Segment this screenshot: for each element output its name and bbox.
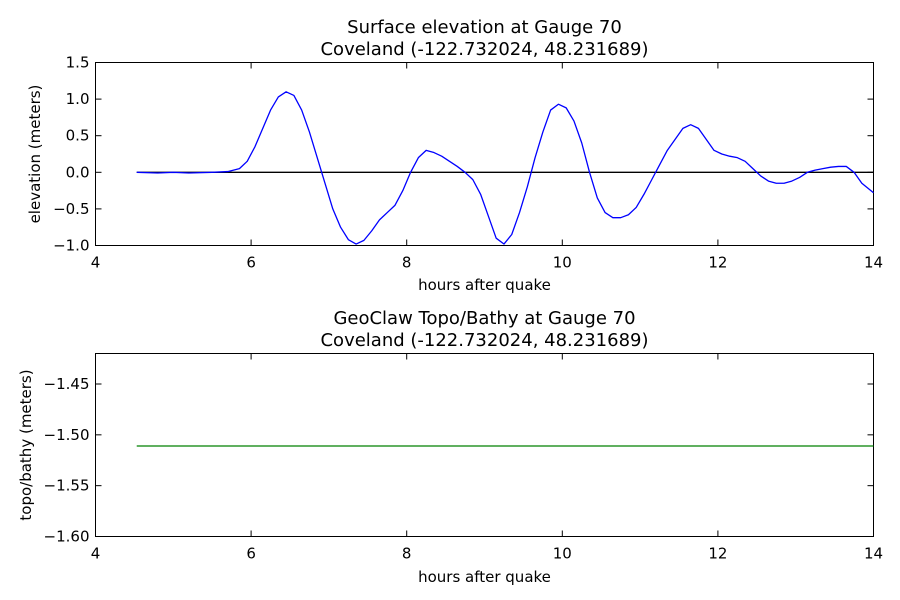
elevation-x-tick-label: 6 xyxy=(246,254,256,272)
topo-bathy-x-tick-label: 8 xyxy=(402,545,412,563)
topo-bathy-y-tick-label: −1.45 xyxy=(44,375,90,393)
elevation-x-tick-label: 10 xyxy=(553,254,572,272)
topo-bathy-x-tick-label: 6 xyxy=(246,545,256,563)
topo-bathy-plot-area xyxy=(95,353,874,537)
elevation-y-tick-label: 0.0 xyxy=(66,163,90,181)
topo-bathy-y-axis: −1.60 −1.55 −1.50 −1.45 xyxy=(44,375,874,546)
topo-bathy-x-tick-label: 10 xyxy=(553,545,572,563)
elevation-y-tick-label: −0.5 xyxy=(53,200,89,218)
elevation-y-tick-label: 1.5 xyxy=(66,54,90,72)
elevation-series-line xyxy=(136,91,874,245)
elevation-y-tick-label: −1.0 xyxy=(53,237,89,255)
topo-bathy-chart-title-line1: GeoClaw Topo/Bathy at Gauge 70 xyxy=(333,308,635,329)
elevation-plot-area xyxy=(95,62,874,246)
topo-bathy-x-axis-label: hours after quake xyxy=(418,568,551,586)
elevation-chart: Surface elevation at Gauge 70 Coveland (… xyxy=(26,17,883,294)
topo-bathy-x-axis: 4 6 8 10 12 14 xyxy=(91,353,883,563)
elevation-y-axis-label: elevation (meters) xyxy=(26,85,44,224)
topo-bathy-x-tick-label: 4 xyxy=(91,545,101,563)
elevation-x-tick-label: 14 xyxy=(864,254,883,272)
elevation-chart-title-line2: Coveland (-122.732024, 48.231689) xyxy=(320,39,648,60)
elevation-chart-title-line1: Surface elevation at Gauge 70 xyxy=(347,17,622,38)
topo-bathy-x-tick-label: 12 xyxy=(708,545,727,563)
topo-bathy-y-axis-label: topo/bathy (meters) xyxy=(17,369,35,520)
topo-bathy-chart-title-line2: Coveland (-122.732024, 48.231689) xyxy=(320,330,648,351)
topo-bathy-x-tick-label: 14 xyxy=(864,545,883,563)
elevation-y-axis: −1.0 −0.5 0.0 0.5 1.0 1.5 xyxy=(53,54,874,255)
elevation-x-tick-label: 4 xyxy=(91,254,101,272)
elevation-x-tick-label: 8 xyxy=(402,254,412,272)
elevation-x-axis: 4 6 8 10 12 14 xyxy=(91,62,883,272)
topo-bathy-y-tick-label: −1.60 xyxy=(44,528,90,546)
elevation-y-tick-label: 0.5 xyxy=(66,127,90,145)
elevation-x-tick-label: 12 xyxy=(708,254,727,272)
topo-bathy-y-tick-label: −1.55 xyxy=(44,477,90,495)
elevation-x-axis-label: hours after quake xyxy=(418,276,551,294)
topo-bathy-chart: GeoClaw Topo/Bathy at Gauge 70 Coveland … xyxy=(17,308,883,586)
elevation-y-tick-label: 1.0 xyxy=(66,90,90,108)
elevation-chart-marks xyxy=(136,91,874,245)
topo-bathy-y-tick-label: −1.50 xyxy=(44,426,90,444)
